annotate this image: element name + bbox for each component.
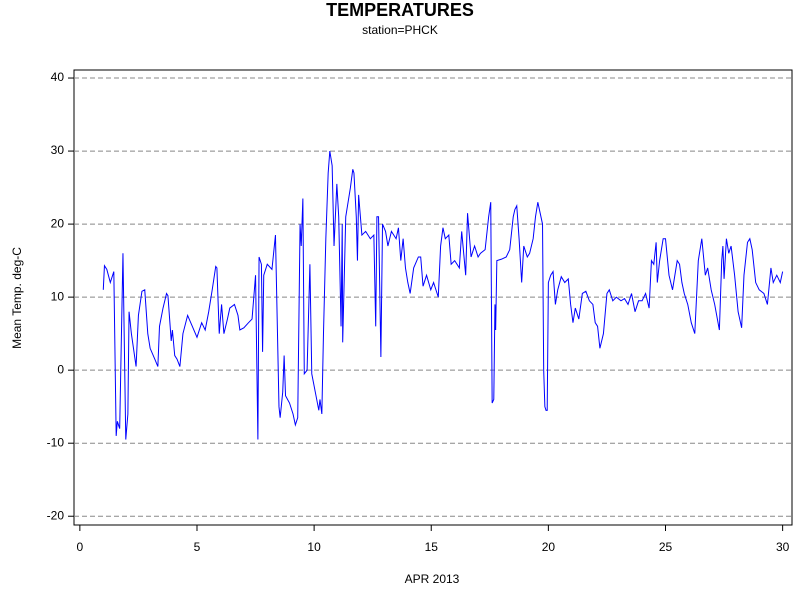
x-tick-label: 20 <box>542 540 556 554</box>
x-tick-label: 0 <box>77 540 84 554</box>
y-axis-label: Mean Temp. deg-C <box>10 247 24 349</box>
y-tick-label: 40 <box>51 70 65 84</box>
x-tick-label: 10 <box>307 540 321 554</box>
y-tick-label: -20 <box>47 508 65 522</box>
data-line <box>102 150 784 440</box>
x-tick-label: 30 <box>776 540 790 554</box>
x-axis-label: APR 2013 <box>405 572 460 586</box>
y-tick-label: 0 <box>57 362 64 376</box>
x-tick-label: 25 <box>659 540 673 554</box>
y-tick-label: 10 <box>51 289 65 303</box>
chart-title: TEMPERATURES <box>326 0 474 20</box>
y-tick-label: -10 <box>47 435 65 449</box>
y-tick-label: 20 <box>51 216 65 230</box>
chart-subtitle: station=PHCK <box>362 23 438 37</box>
x-tick-label: 15 <box>425 540 439 554</box>
y-tick-label: 30 <box>51 143 65 157</box>
x-tick-label: 5 <box>194 540 201 554</box>
